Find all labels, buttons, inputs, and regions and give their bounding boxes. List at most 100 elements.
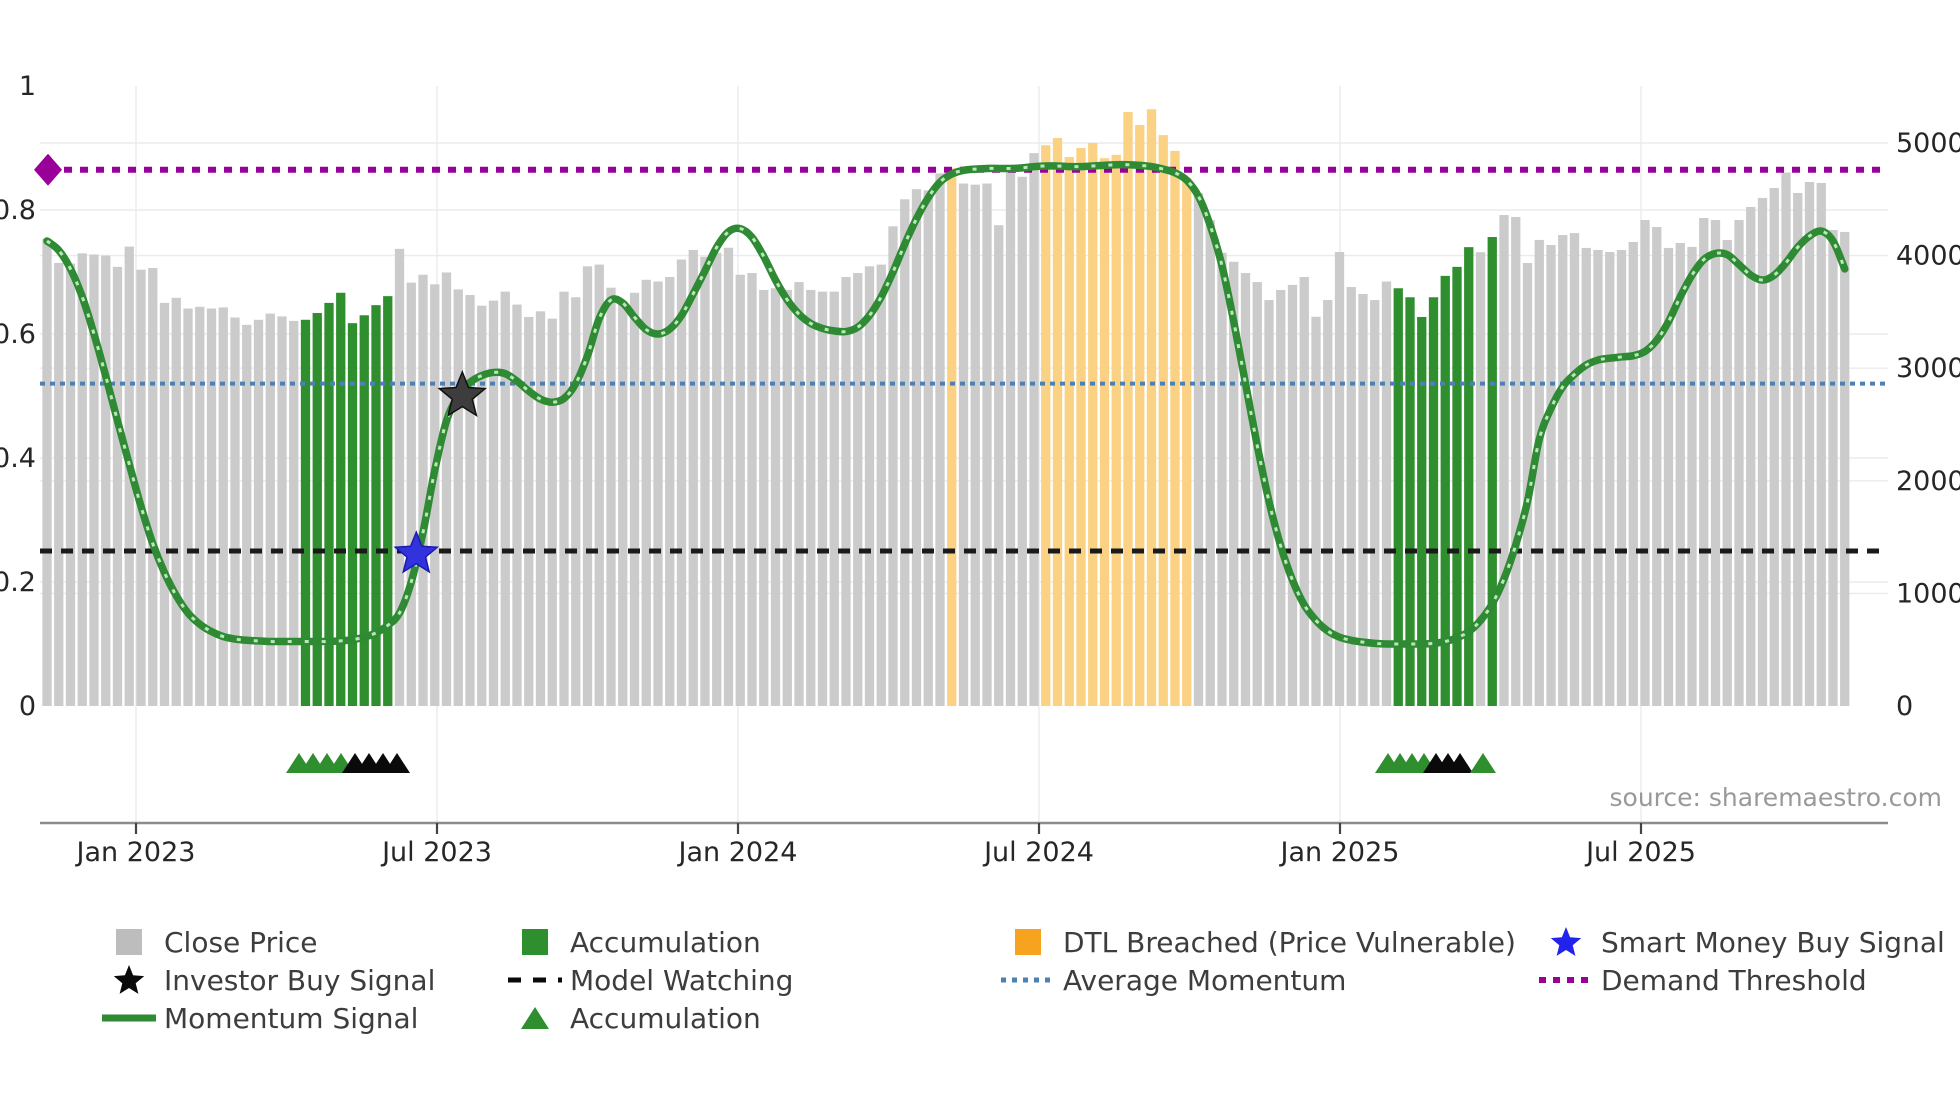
close-price-bar bbox=[406, 282, 416, 706]
close-price-bar bbox=[101, 255, 111, 706]
axes-and-labels: Jan 2023 Jul 2023 Jan 2024 Jul 2024 Jan 2025… bbox=[0, 71, 1960, 868]
accumulation-bar bbox=[383, 296, 393, 706]
close-price-bar bbox=[876, 264, 886, 706]
close-price-bar bbox=[1781, 172, 1791, 706]
close-price-bar bbox=[1370, 300, 1380, 706]
close-price-bar bbox=[54, 262, 64, 706]
close-price-bar bbox=[712, 252, 722, 706]
accumulation-bar bbox=[324, 302, 334, 706]
dtl-breached-bar bbox=[1158, 135, 1168, 707]
close-price-bar bbox=[77, 253, 87, 706]
x-tick-label: Jul 2023 bbox=[380, 837, 492, 868]
close-price-bar bbox=[864, 266, 875, 706]
close-price-bar bbox=[195, 306, 205, 706]
close-price-bar bbox=[1252, 282, 1262, 706]
close-price-bar bbox=[1816, 182, 1826, 706]
close-price-bar bbox=[1734, 220, 1744, 706]
close-price-bar bbox=[453, 289, 463, 706]
close-price-bar bbox=[1663, 247, 1674, 706]
close-price-bar bbox=[1616, 249, 1627, 706]
close-price-bar bbox=[1511, 216, 1521, 706]
close-price-bar bbox=[1534, 239, 1544, 706]
close-price-bar bbox=[289, 320, 299, 706]
dtl-breached-bar bbox=[1111, 154, 1121, 706]
close-price-bar bbox=[641, 279, 651, 706]
accumulation-bar bbox=[1464, 247, 1474, 706]
right-axis-tick-label: 1000 bbox=[1896, 578, 1960, 609]
close-price-bar bbox=[265, 313, 275, 706]
left-axis-tick-label: 0 bbox=[19, 691, 36, 722]
source-attribution: source: sharemaestro.com bbox=[1609, 783, 1943, 812]
close-price-bar bbox=[89, 254, 99, 706]
close-price-bar bbox=[1628, 241, 1638, 706]
close-price-bar bbox=[759, 289, 769, 706]
close-price-bar bbox=[1840, 231, 1850, 707]
accumulation-bar bbox=[1428, 297, 1439, 706]
accumulation-bar bbox=[359, 315, 369, 706]
close-price-bar bbox=[1546, 245, 1556, 706]
close-price-bar bbox=[394, 248, 405, 706]
close-price-bar bbox=[1017, 176, 1027, 706]
right-axis-tick-label: 2000 bbox=[1896, 466, 1960, 497]
close-price-bar bbox=[1687, 246, 1697, 706]
close-price-bar bbox=[688, 249, 698, 706]
close-price-bar bbox=[65, 263, 76, 706]
close-price-bar bbox=[242, 324, 252, 706]
close-price-bar bbox=[1276, 289, 1286, 706]
price-bars bbox=[42, 109, 1850, 707]
close-price-bar bbox=[1381, 281, 1392, 706]
close-price-bar bbox=[782, 289, 792, 706]
close-price-bar bbox=[1640, 220, 1650, 706]
accumulation-bar bbox=[1440, 275, 1450, 706]
close-price-bar bbox=[1346, 287, 1356, 706]
close-price-bar bbox=[465, 295, 475, 706]
close-price-bar bbox=[1193, 193, 1204, 706]
close-price-bar bbox=[606, 287, 616, 706]
dtl-breached-bar bbox=[1170, 150, 1180, 706]
close-price-bar bbox=[183, 308, 193, 706]
dtl-breached-bar bbox=[1182, 177, 1192, 706]
accumulation-triangle-dark-icon bbox=[1447, 753, 1473, 773]
close-price-bar bbox=[253, 319, 264, 706]
momentum-signal-line bbox=[43, 160, 1849, 648]
close-price-bar bbox=[888, 226, 898, 706]
left-axis-tick-label: 0.8 bbox=[0, 195, 36, 226]
close-price-bar bbox=[524, 316, 534, 706]
accumulation-bar bbox=[1393, 288, 1403, 706]
close-price-bar bbox=[512, 304, 522, 706]
smart-money-buy-star-icon bbox=[393, 530, 440, 574]
accumulation-triangles bbox=[286, 753, 1496, 773]
accumulation-bar bbox=[1452, 266, 1462, 706]
close-price-bar bbox=[1746, 206, 1756, 707]
x-tick-label: Jan 2024 bbox=[677, 837, 798, 868]
close-price-bar bbox=[171, 297, 181, 706]
momentum-line-path bbox=[43, 160, 1849, 648]
close-price-bar bbox=[1499, 215, 1509, 706]
dtl-breached-bar bbox=[1146, 109, 1157, 707]
close-price-bar bbox=[653, 281, 663, 706]
close-price-bar bbox=[1029, 153, 1039, 706]
dtl-breached-bar bbox=[1052, 137, 1063, 707]
close-price-bar bbox=[535, 311, 546, 706]
close-price-bar bbox=[1005, 170, 1016, 707]
dtl-breached-bar bbox=[1088, 143, 1098, 706]
close-price-bar bbox=[1804, 181, 1815, 706]
dtl-breached-bar bbox=[1123, 112, 1133, 706]
close-price-bar bbox=[829, 291, 839, 706]
close-price-bar bbox=[1605, 251, 1615, 706]
close-price-bar bbox=[994, 225, 1004, 706]
x-tick-label: Jul 2025 bbox=[1584, 837, 1696, 868]
close-price-bar bbox=[853, 273, 863, 706]
accumulation-triangle-icon bbox=[1470, 753, 1496, 773]
close-price-bar bbox=[1558, 234, 1568, 706]
right-axis-tick-label: 3000 bbox=[1896, 353, 1960, 384]
close-price-bar bbox=[159, 302, 170, 706]
close-price-bar bbox=[1828, 230, 1838, 706]
dtl-breached-bar bbox=[1099, 158, 1110, 707]
close-price-bar bbox=[1240, 273, 1251, 706]
close-price-bar bbox=[277, 316, 287, 706]
close-price-bar bbox=[1757, 197, 1768, 707]
dtl-breached-bar bbox=[1041, 145, 1051, 706]
close-price-bar bbox=[1593, 249, 1603, 706]
